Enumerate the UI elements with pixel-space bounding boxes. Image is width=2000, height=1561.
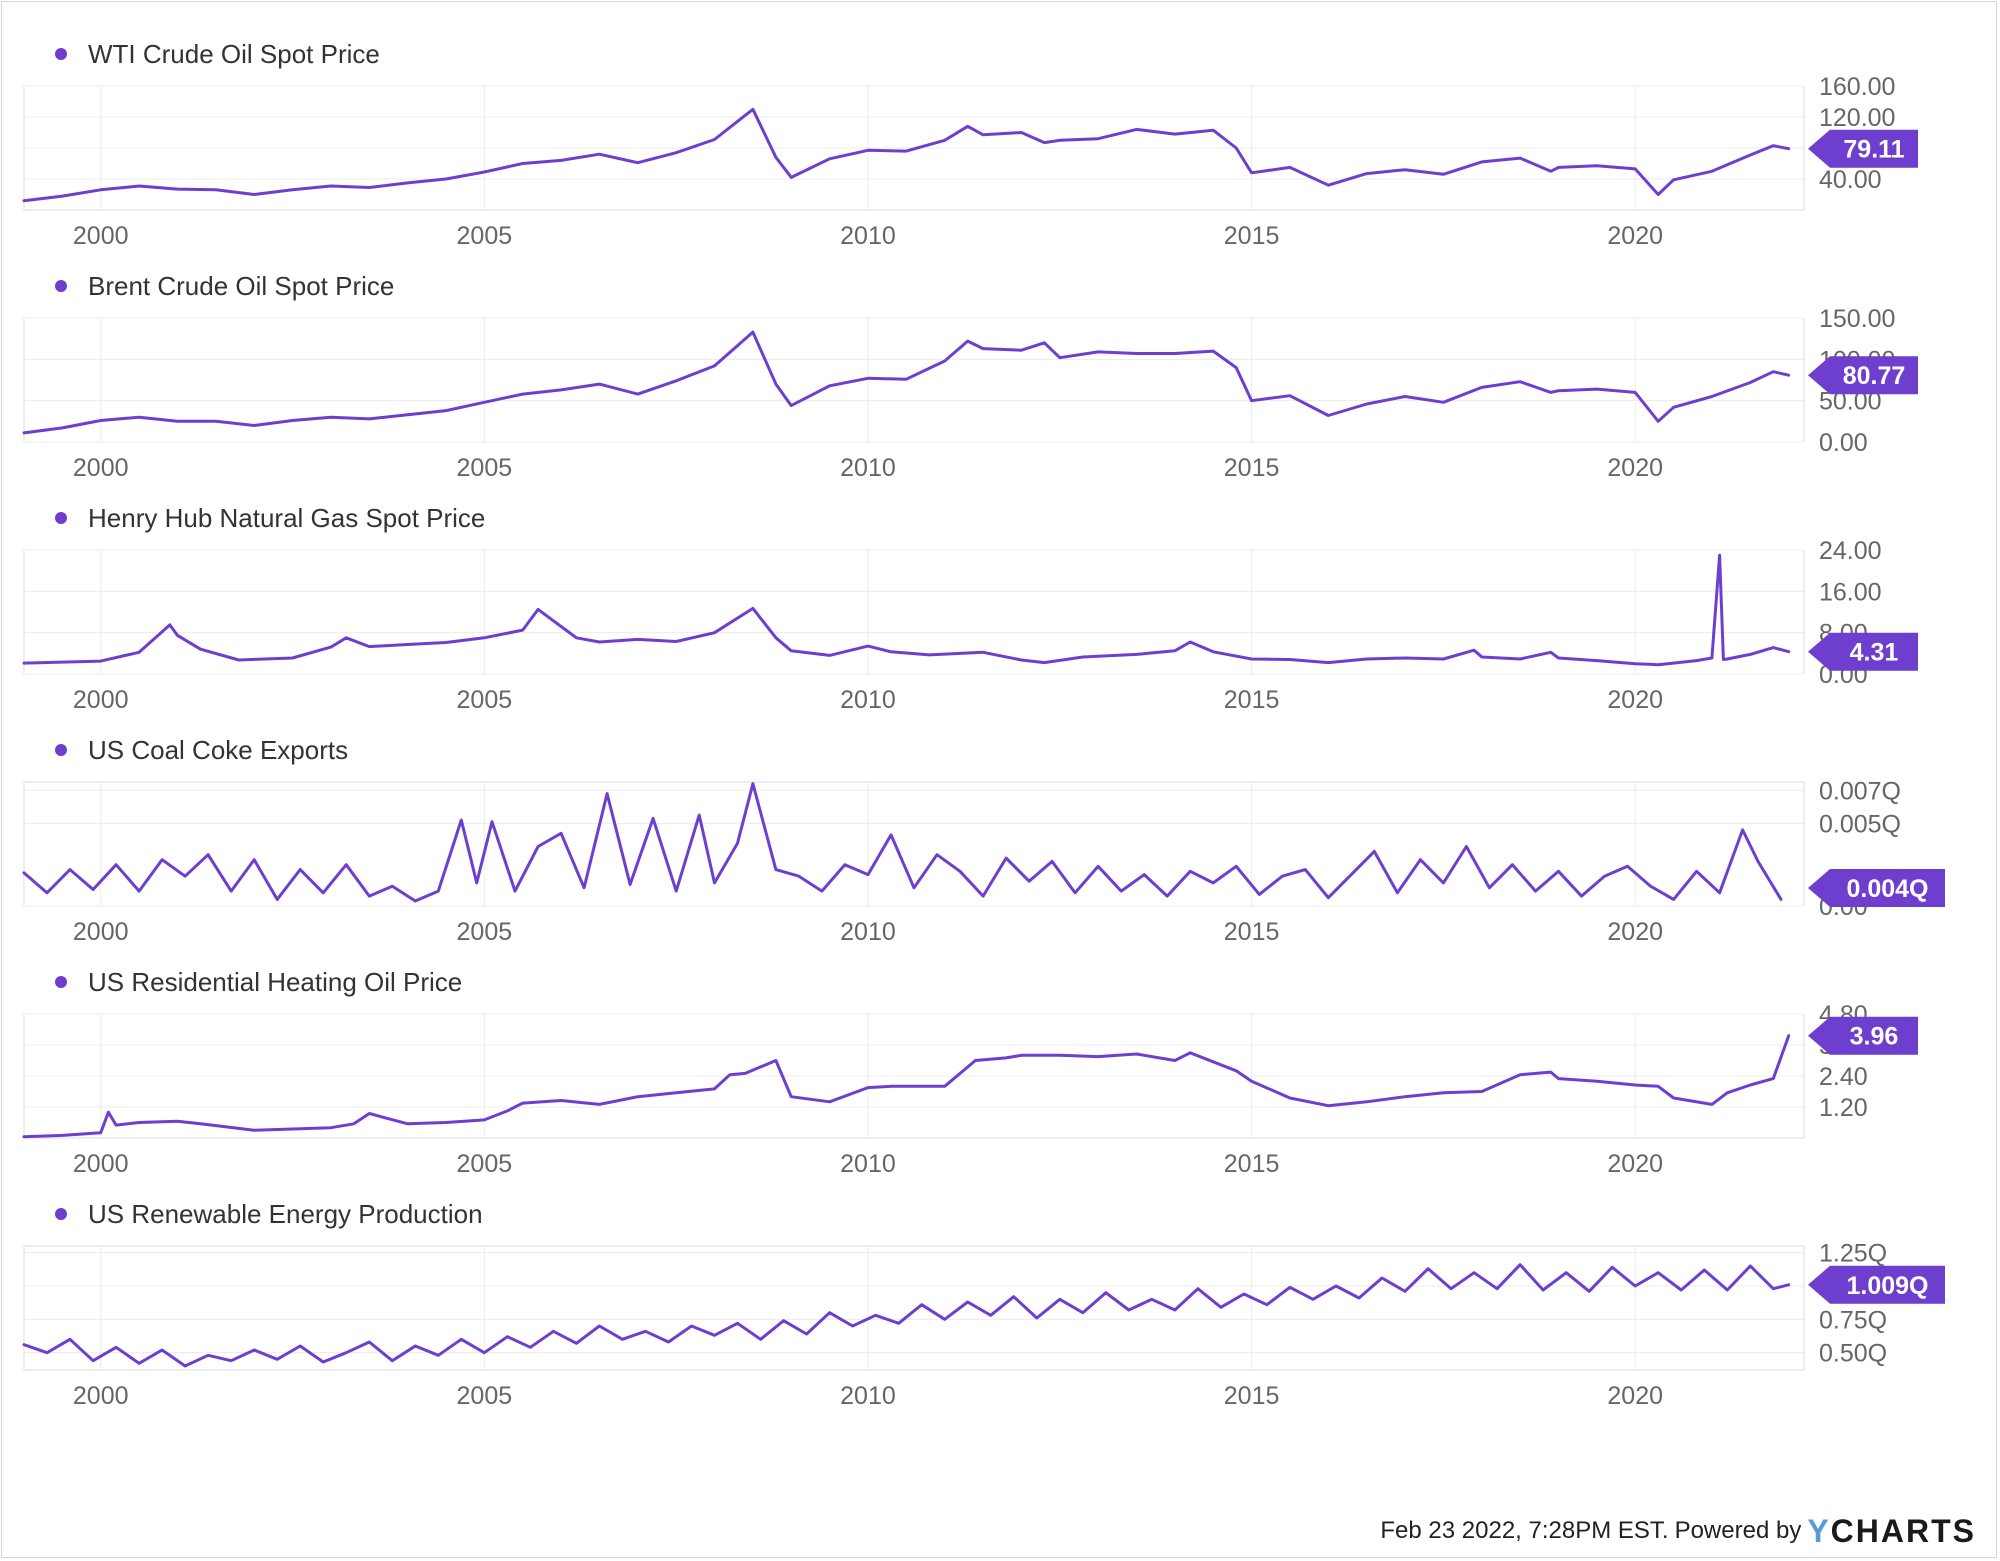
- chart-5: US Residential Heating Oil Price4.803.60…: [22, 967, 1918, 1178]
- chart-title-6: US Renewable Energy Production: [88, 1199, 483, 1229]
- last-value-badge-6: [1808, 1265, 1945, 1304]
- x-tick-2-1: 2000: [73, 454, 129, 482]
- y-tick-6-4: 0.50Q: [1819, 1340, 1887, 1368]
- plot-area-6: [23, 1245, 1805, 1371]
- y-tick-5-3: 2.40: [1819, 1063, 1868, 1091]
- x-tick-6-5: 2020: [1607, 1382, 1663, 1410]
- y-tick-1-1: 160.00: [1819, 73, 1895, 101]
- x-tick-3-1: 2000: [73, 686, 129, 714]
- chart-2: Brent Crude Oil Spot Price150.00100.0050…: [22, 271, 1918, 482]
- x-tick-6-1: 2000: [73, 1382, 129, 1410]
- last-value-4: 0.004Q: [1846, 875, 1928, 903]
- footer-timestamp: Feb 23 2022, 7:28PM EST.: [1380, 1517, 1669, 1544]
- y-tick-3-1: 24.00: [1819, 537, 1882, 565]
- series-line-5: [22, 1034, 1791, 1139]
- x-tick-3-5: 2020: [1607, 686, 1663, 714]
- chart-title-4: US Coal Coke Exports: [88, 735, 348, 765]
- chart-6: US Renewable Energy Production1.25Q1.00Q…: [22, 1199, 1945, 1410]
- x-tick-3-3: 2010: [840, 686, 896, 714]
- last-value-badge-2: [1808, 356, 1918, 395]
- chart-title-2: Brent Crude Oil Spot Price: [88, 271, 394, 301]
- x-tick-2-3: 2010: [840, 454, 896, 482]
- chart-4: US Coal Coke Exports0.007Q0.005Q0.002000…: [22, 735, 1945, 946]
- footer-powered-by: Powered by: [1674, 1517, 1802, 1544]
- y-tick-4-1: 0.007Q: [1819, 777, 1901, 805]
- series-line-2: [22, 330, 1791, 435]
- y-tick-1-2: 120.00: [1819, 104, 1895, 132]
- chart-3: Henry Hub Natural Gas Spot Price 24.00 16.…: [22, 503, 1918, 714]
- x-tick-6-3: 2010: [840, 1382, 896, 1410]
- last-value-2: 80.77: [1843, 362, 1906, 390]
- legend-marker-6: [55, 1208, 67, 1220]
- chart-1: WTI Crude Oil Spot Price160.00120.0080.0…: [22, 39, 1918, 250]
- legend-marker-2: [55, 280, 67, 292]
- last-value-5: 3.96: [1850, 1023, 1899, 1051]
- x-tick-2-4: 2015: [1224, 454, 1280, 482]
- chart-title-3: Henry Hub Natural Gas Spot Price: [88, 503, 485, 533]
- x-tick-4-3: 2010: [840, 918, 896, 946]
- y-tick-6-3: 0.75Q: [1819, 1306, 1887, 1334]
- last-value-badge-3: [1808, 632, 1918, 671]
- chart-title-5: US Residential Heating Oil Price: [88, 967, 462, 997]
- x-tick-5-3: 2010: [840, 1150, 896, 1178]
- x-tick-6-2: 2005: [457, 1382, 513, 1410]
- y-tick-2-1: 150.00: [1819, 305, 1895, 333]
- last-value-badge-5: [1808, 1016, 1918, 1055]
- last-value-badge-1: [1808, 129, 1918, 168]
- x-tick-4-1: 2000: [73, 918, 129, 946]
- y-tick-3-2: 16.00: [1819, 578, 1882, 606]
- y-tick-5-4: 1.20: [1819, 1094, 1868, 1122]
- series-line-4: [22, 782, 1783, 903]
- x-tick-2-2: 2005: [457, 454, 513, 482]
- x-tick-1-5: 2020: [1607, 222, 1663, 250]
- series-line-6: [22, 1263, 1791, 1368]
- legend-marker-4: [55, 744, 67, 756]
- ycharts-logo-text: CHARTS: [1830, 1512, 1976, 1549]
- footer: Feb 23 2022, 7:28PM EST. Powered by Y CH…: [1380, 1511, 1976, 1551]
- x-tick-3-4: 2015: [1224, 686, 1280, 714]
- y-tick-6-1: 1.25Q: [1819, 1240, 1887, 1268]
- legend-marker-1: [55, 48, 67, 60]
- x-tick-4-5: 2020: [1607, 918, 1663, 946]
- chart-title-1: WTI Crude Oil Spot Price: [88, 39, 380, 69]
- last-value-badge-4: [1808, 869, 1945, 907]
- last-value-3: 4.31: [1850, 639, 1899, 667]
- x-tick-2-5: 2020: [1607, 454, 1663, 482]
- x-tick-3-2: 2005: [457, 686, 513, 714]
- y-tick-4-2: 0.005Q: [1819, 810, 1901, 838]
- x-tick-1-1: 2000: [73, 222, 129, 250]
- x-tick-5-4: 2015: [1224, 1150, 1280, 1178]
- x-tick-1-2: 2005: [457, 222, 513, 250]
- x-tick-5-2: 2005: [457, 1150, 513, 1178]
- x-tick-1-3: 2010: [840, 222, 896, 250]
- x-tick-6-4: 2015: [1224, 1382, 1280, 1410]
- plot-area-2: [23, 317, 1805, 443]
- y-tick-2-4: 0.00: [1819, 429, 1868, 457]
- y-tick-1-4: 40.00: [1819, 166, 1882, 194]
- x-tick-5-1: 2000: [73, 1150, 129, 1178]
- series-line-3: [22, 553, 1791, 667]
- x-tick-5-5: 2020: [1607, 1150, 1663, 1178]
- legend-marker-5: [55, 976, 67, 988]
- ycharts-logo-y: Y: [1807, 1512, 1831, 1549]
- x-tick-1-4: 2015: [1224, 222, 1280, 250]
- ycharts-logo[interactable]: Y CHARTS: [1807, 1513, 1976, 1550]
- series-line-1: [22, 107, 1791, 203]
- last-value-1: 79.11: [1843, 136, 1904, 164]
- legend-marker-3: [55, 512, 67, 524]
- x-tick-4-2: 2005: [457, 918, 513, 946]
- x-tick-4-4: 2015: [1224, 918, 1280, 946]
- last-value-6: 1.009Q: [1846, 1272, 1928, 1300]
